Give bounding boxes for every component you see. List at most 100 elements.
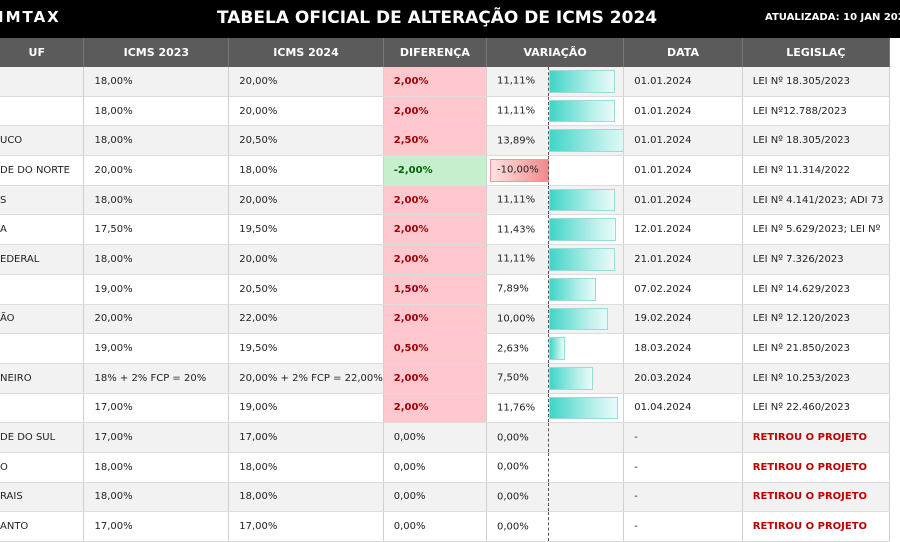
law-cell[interactable]: RETIROU O PROJETO bbox=[742, 482, 891, 513]
date-cell[interactable]: 01.01.2024 bbox=[623, 155, 743, 186]
table-row[interactable]: DE DO SUL 17,00% 17,00% 0,00% 0,00% - RETIROU … bbox=[0, 422, 891, 453]
icms2023-cell[interactable]: 18,00% bbox=[83, 482, 230, 513]
icms2023-cell[interactable]: 17,00% bbox=[83, 511, 230, 542]
icms2023-cell[interactable]: 19,00% bbox=[83, 274, 230, 305]
col-header-variacao[interactable]: VARIAÇÃO bbox=[486, 38, 625, 67]
icms2024-cell[interactable]: 19,00% bbox=[228, 393, 384, 424]
icms2024-cell[interactable]: 18,00% bbox=[228, 452, 384, 483]
law-cell[interactable]: LEI Nº 14.629/2023 bbox=[742, 274, 891, 305]
date-cell[interactable]: 19.02.2024 bbox=[623, 304, 743, 335]
date-cell[interactable]: 01.04.2024 bbox=[623, 393, 743, 424]
uf-cell[interactable]: EDERAL bbox=[0, 244, 85, 275]
date-cell[interactable]: 07.02.2024 bbox=[623, 274, 743, 305]
uf-cell[interactable]: O bbox=[0, 452, 85, 483]
diff-cell[interactable]: 0,00% bbox=[383, 511, 488, 542]
table-row[interactable]: 19,00% 19,50% 0,50% 2,63% 18.03.2024 LEI Nº 2… bbox=[0, 333, 891, 364]
col-header-uf[interactable]: UF bbox=[0, 38, 85, 67]
var-cell[interactable]: 11,43% bbox=[486, 214, 625, 246]
icms2023-cell[interactable]: 18,00% bbox=[83, 452, 230, 483]
uf-cell[interactable] bbox=[0, 67, 85, 97]
uf-cell[interactable]: RAIS bbox=[0, 482, 85, 513]
uf-cell[interactable] bbox=[0, 333, 85, 364]
diff-cell[interactable]: 2,00% bbox=[383, 185, 488, 216]
table-row[interactable]: ANTO 17,00% 17,00% 0,00% 0,00% - RETIROU O PRO… bbox=[0, 511, 891, 542]
table-row[interactable]: UCO 18,00% 20,50% 2,50% 13,89% 01.01.2024 LEI … bbox=[0, 125, 891, 157]
diff-cell[interactable]: 2,00% bbox=[383, 67, 488, 97]
col-header-legislacao[interactable]: LEGISLAÇ bbox=[742, 38, 891, 67]
date-cell[interactable]: 20.03.2024 bbox=[623, 363, 743, 394]
date-cell[interactable]: - bbox=[623, 422, 743, 453]
uf-cell[interactable]: UCO bbox=[0, 125, 85, 157]
law-cell[interactable]: LEI Nº 11.314/2022 bbox=[742, 155, 891, 186]
icms2024-cell[interactable]: 17,00% bbox=[228, 422, 384, 453]
icms2024-cell[interactable]: 18,00% bbox=[228, 155, 384, 186]
date-cell[interactable]: - bbox=[623, 482, 743, 513]
icms2023-cell[interactable]: 17,00% bbox=[83, 393, 230, 424]
diff-cell[interactable]: 0,00% bbox=[383, 422, 488, 453]
table-row[interactable]: 19,00% 20,50% 1,50% 7,89% 07.02.2024 LEI Nº 1… bbox=[0, 274, 891, 305]
table-row[interactable]: A 17,50% 19,50% 2,00% 11,43% 12.01.2024 LEI Nº… bbox=[0, 214, 891, 246]
diff-cell[interactable]: 2,50% bbox=[383, 125, 488, 157]
icms2023-cell[interactable]: 18,00% bbox=[83, 67, 230, 97]
date-cell[interactable]: 01.01.2024 bbox=[623, 67, 743, 97]
diff-cell[interactable]: -2,00% bbox=[383, 155, 488, 186]
uf-cell[interactable] bbox=[0, 96, 85, 127]
diff-cell[interactable]: 2,00% bbox=[383, 244, 488, 275]
uf-cell[interactable]: ÃO bbox=[0, 304, 85, 335]
icms2023-cell[interactable]: 19,00% bbox=[83, 333, 230, 364]
date-cell[interactable]: 01.01.2024 bbox=[623, 96, 743, 127]
icms2024-cell[interactable]: 18,00% bbox=[228, 482, 384, 513]
uf-cell[interactable]: DE DO SUL bbox=[0, 422, 85, 453]
var-cell[interactable]: -10,00% bbox=[486, 155, 625, 186]
table-row[interactable]: NEIRO 18% + 2% FCP = 20% 20,00% + 2% FCP =… bbox=[0, 363, 891, 394]
var-cell[interactable]: 11,11% bbox=[486, 67, 625, 97]
col-header-icms2024[interactable]: ICMS 2024 bbox=[228, 38, 384, 67]
icms2023-cell[interactable]: 18,00% bbox=[83, 96, 230, 127]
diff-cell[interactable]: 2,00% bbox=[383, 214, 488, 246]
date-cell[interactable]: - bbox=[623, 452, 743, 483]
var-cell[interactable]: 0,00% bbox=[486, 422, 625, 453]
law-cell[interactable]: LEI Nº 21.850/2023 bbox=[742, 333, 891, 364]
law-cell[interactable]: LEI Nº 12.120/2023 bbox=[742, 304, 891, 335]
icms2023-cell[interactable]: 18,00% bbox=[83, 244, 230, 275]
uf-cell[interactable] bbox=[0, 274, 85, 305]
icms2024-cell[interactable]: 19,50% bbox=[228, 333, 384, 364]
icms2023-cell[interactable]: 18,00% bbox=[83, 185, 230, 216]
icms2023-cell[interactable]: 17,00% bbox=[83, 422, 230, 453]
uf-cell[interactable]: NEIRO bbox=[0, 363, 85, 394]
law-cell[interactable]: LEI Nº 18.305/2023 bbox=[742, 125, 891, 157]
table-row[interactable]: EDERAL 18,00% 20,00% 2,00% 11,11% 21.01.2024 L… bbox=[0, 244, 891, 275]
icms2023-cell[interactable]: 18% + 2% FCP = 20% bbox=[83, 363, 230, 394]
date-cell[interactable]: 01.01.2024 bbox=[623, 185, 743, 216]
col-header-diferenca[interactable]: DIFERENÇA bbox=[383, 38, 488, 67]
var-cell[interactable]: 7,50% bbox=[486, 363, 625, 394]
icms2024-cell[interactable]: 19,50% bbox=[228, 214, 384, 246]
icms2023-cell[interactable]: 20,00% bbox=[83, 155, 230, 186]
date-cell[interactable]: 01.01.2024 bbox=[623, 125, 743, 157]
date-cell[interactable]: - bbox=[623, 511, 743, 542]
col-header-icms2023[interactable]: ICMS 2023 bbox=[83, 38, 230, 67]
icms2024-cell[interactable]: 20,00% + 2% FCP = 22,00% bbox=[228, 363, 384, 394]
icms2024-cell[interactable]: 22,00% bbox=[228, 304, 384, 335]
icms2023-cell[interactable]: 18,00% bbox=[83, 125, 230, 157]
uf-cell[interactable]: A bbox=[0, 214, 85, 246]
icms2024-cell[interactable]: 20,50% bbox=[228, 125, 384, 157]
uf-cell[interactable]: S bbox=[0, 185, 85, 216]
law-cell[interactable]: RETIROU O PROJETO bbox=[742, 452, 891, 483]
table-row[interactable]: 18,00% 20,00% 2,00% 11,11% 01.01.2024 LEI Nº … bbox=[0, 67, 891, 97]
law-cell[interactable]: LEI Nº 18.305/2023 bbox=[742, 67, 891, 97]
var-cell[interactable]: 11,11% bbox=[486, 96, 625, 127]
law-cell[interactable]: LEI Nº 10.253/2023 bbox=[742, 363, 891, 394]
icms2024-cell[interactable]: 20,00% bbox=[228, 67, 384, 97]
diff-cell[interactable]: 0,00% bbox=[383, 482, 488, 513]
law-cell[interactable]: LEI Nº 5.629/2023; LEI Nº bbox=[742, 214, 891, 246]
table-row[interactable]: O 18,00% 18,00% 0,00% 0,00% - RETIROU O PROJET… bbox=[0, 452, 891, 483]
var-cell[interactable]: 11,76% bbox=[486, 393, 625, 424]
uf-cell[interactable] bbox=[0, 393, 85, 424]
diff-cell[interactable]: 2,00% bbox=[383, 363, 488, 394]
law-cell[interactable]: LEI Nº 7.326/2023 bbox=[742, 244, 891, 275]
date-cell[interactable]: 21.01.2024 bbox=[623, 244, 743, 275]
table-row[interactable]: RAIS 18,00% 18,00% 0,00% 0,00% - RETIROU O PRO… bbox=[0, 482, 891, 513]
icms2024-cell[interactable]: 20,50% bbox=[228, 274, 384, 305]
diff-cell[interactable]: 1,50% bbox=[383, 274, 488, 305]
